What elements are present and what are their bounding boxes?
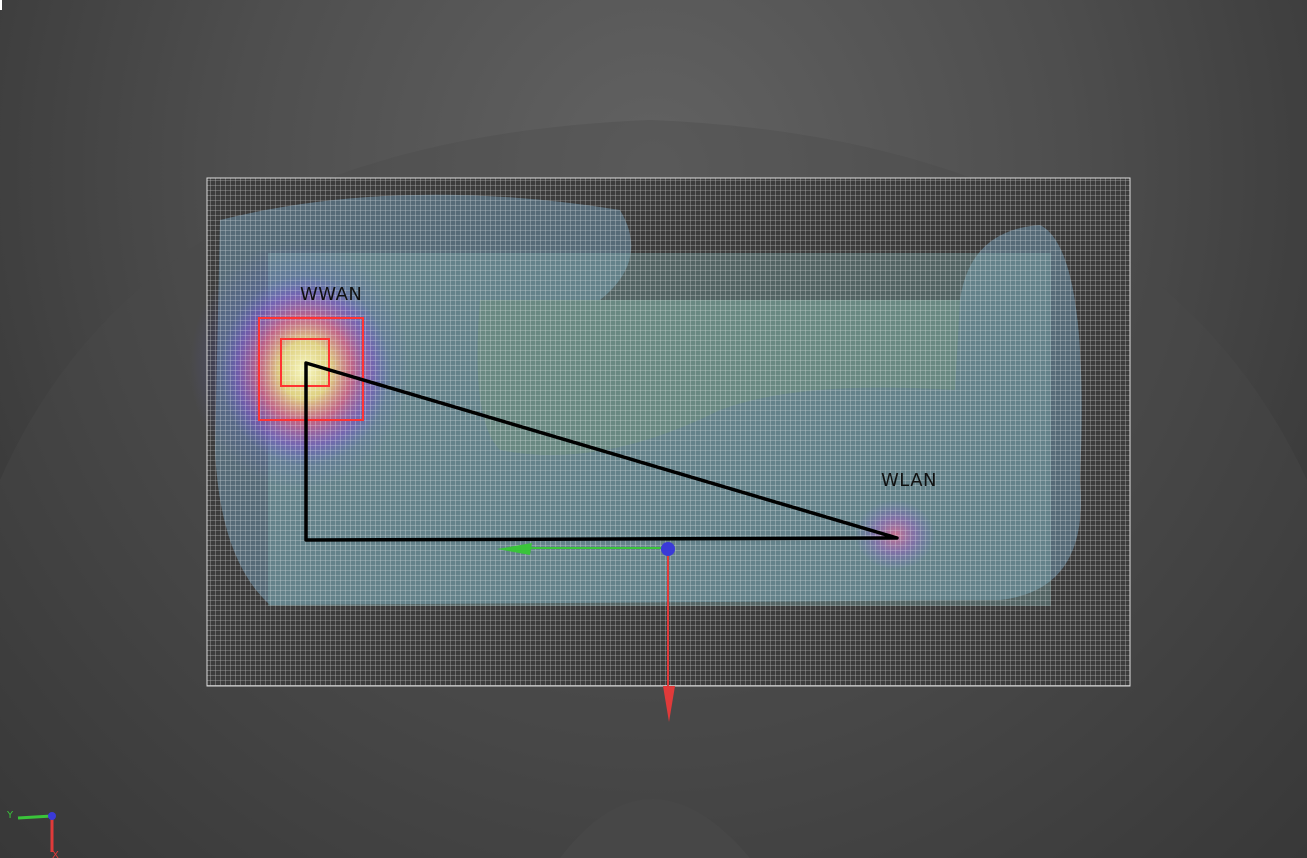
gizmo-x-arrow[interactable] [663,686,675,722]
wlan-label: WLAN [881,470,938,491]
gizmo-origin[interactable] [661,542,675,556]
background-arch [560,799,750,858]
mini-axis-y-label: Y [6,810,14,821]
path-triangle[interactable] [304,361,899,542]
orientation-axes-icon: Y X [6,810,59,858]
mini-axis-x-label: X [52,850,59,858]
gizmo-y-arrow[interactable] [497,543,532,555]
transform-gizmo[interactable] [497,542,675,722]
wwan-label: WWAN [300,284,363,305]
window-corner-mark [0,0,2,10]
wwan-outer-marker[interactable] [258,317,364,421]
